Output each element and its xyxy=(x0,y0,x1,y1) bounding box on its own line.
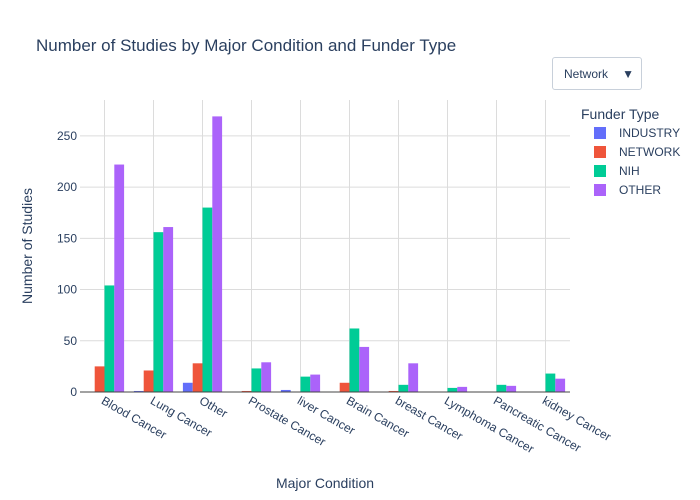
bar-network-4 xyxy=(241,390,252,392)
legend-swatch-network xyxy=(594,146,606,158)
bars xyxy=(94,116,566,393)
y-tick-label: 100 xyxy=(57,283,77,297)
bar-nih-2 xyxy=(153,232,164,392)
bar-nih-3 xyxy=(202,207,213,392)
bar-other-9 xyxy=(506,385,517,392)
y-tick-label: 150 xyxy=(57,231,77,245)
bar-nih-5 xyxy=(300,376,311,392)
legend-swatch-industry xyxy=(594,127,606,139)
bar-nih-7 xyxy=(398,384,409,392)
bar-other-5 xyxy=(310,374,321,392)
bar-other-10 xyxy=(555,378,566,392)
bar-nih-8 xyxy=(447,387,458,392)
bar-nih-6 xyxy=(349,328,360,392)
bar-industry-3 xyxy=(182,382,193,392)
legend-title: Funder Type xyxy=(581,106,660,122)
legend-label-industry: INDUSTRY xyxy=(619,126,680,140)
x-tick-label: Other xyxy=(197,393,230,420)
x-axis-title: Major Condition xyxy=(276,475,374,491)
y-tick-label: 250 xyxy=(57,129,77,143)
y-tick-label: 50 xyxy=(64,334,78,348)
y-axis-title: Number of Studies xyxy=(19,188,35,304)
legend-label-nih: NIH xyxy=(619,164,640,178)
bar-other-2 xyxy=(163,227,174,392)
bar-network-3 xyxy=(192,363,203,392)
bar-other-4 xyxy=(261,362,272,392)
legend: Funder Type INDUSTRY NETWORK NIH OTHER xyxy=(581,106,680,197)
bar-other-6 xyxy=(359,346,370,392)
y-tick-label: 200 xyxy=(57,180,77,194)
bar-network-6 xyxy=(339,382,350,392)
legend-swatch-other xyxy=(594,184,606,196)
funder-filter-dropdown[interactable]: Network ▼ xyxy=(552,57,642,90)
bar-nih-9 xyxy=(496,384,507,392)
legend-label-other: OTHER xyxy=(619,183,661,197)
bar-nih-10 xyxy=(545,373,556,392)
legend-label-network: NETWORK xyxy=(619,145,680,159)
bar-industry-5 xyxy=(280,389,291,392)
bar-industry-2 xyxy=(133,390,144,392)
legend-swatch-nih xyxy=(594,165,606,177)
bar-other-3 xyxy=(212,116,223,393)
bar-network-2 xyxy=(143,370,154,392)
chevron-down-icon: ▼ xyxy=(622,66,634,81)
bar-nih-4 xyxy=(251,368,262,392)
bar-network-7 xyxy=(388,390,399,392)
bar-nih-1 xyxy=(104,285,115,392)
bar-other-7 xyxy=(408,363,419,392)
bar-other-8 xyxy=(457,386,468,392)
x-tick-label: Pancreatic Cancer xyxy=(491,393,583,454)
chart-title: Number of Studies by Major Condition and… xyxy=(36,36,456,55)
y-tick-label: 0 xyxy=(70,385,77,399)
bar-network-1 xyxy=(94,366,105,392)
dropdown-selected-label: Network xyxy=(564,66,609,81)
bar-other-1 xyxy=(114,164,125,392)
